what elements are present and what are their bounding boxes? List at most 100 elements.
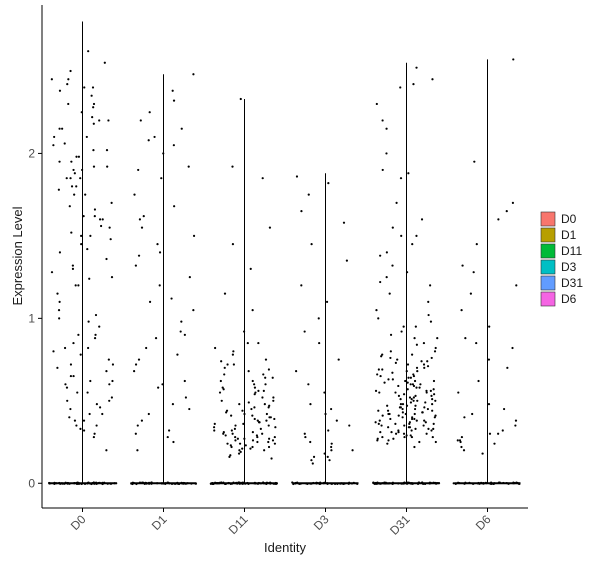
data-point [94,313,98,317]
point-zero [144,481,147,484]
data-point [251,445,254,449]
data-point [342,221,346,224]
data-point [261,432,264,435]
data-point [262,389,265,393]
legend-label: D3 [561,260,577,274]
data-point [222,388,225,391]
data-point [433,393,436,396]
data-point [475,341,478,345]
data-point [432,427,435,430]
data-point [481,452,484,455]
data-point [380,355,383,358]
data-point [432,422,435,425]
data-point [69,374,72,378]
data-point [416,370,419,373]
data-point [56,292,59,295]
data-point [88,412,91,416]
data-point [471,412,474,416]
point-zero [160,482,164,485]
point-zero [66,482,69,485]
data-point [381,435,384,439]
point-zero [309,482,312,485]
data-point [226,363,229,366]
data-point [231,353,234,356]
point-zero [138,481,142,484]
data-point [401,407,404,411]
x-tick-label: D31 [387,512,413,538]
data-point [401,403,405,406]
data-point [430,394,433,397]
data-point [247,370,250,373]
point-zero [141,481,144,484]
data-point [381,168,384,172]
data-point [335,419,338,422]
data-point [327,429,330,432]
data-point [65,386,69,389]
data-point [272,399,275,402]
legend-label: D0 [561,212,577,226]
data-point [267,368,271,371]
data-point [429,284,432,287]
data-point [261,177,264,180]
data-point [58,300,61,303]
data-point [432,379,436,383]
point-zero [330,482,333,486]
data-point [86,247,89,251]
data-point [168,429,171,432]
data-point [256,440,259,444]
data-point [310,459,313,462]
data-point [397,384,400,388]
point-zero [168,482,171,485]
data-point [460,308,463,312]
data-point [157,386,160,389]
data-point [411,383,415,386]
legend-label: D11 [561,244,582,258]
x-tick-label: D6 [473,512,494,533]
data-point [460,435,464,439]
data-point [379,374,382,378]
point-zero [480,482,483,485]
data-point [105,370,108,373]
data-point [251,379,254,383]
data-point [323,452,326,455]
point-zero [254,482,257,485]
data-point [399,403,403,406]
data-point [58,89,62,92]
data-point [410,429,413,432]
data-point [309,440,312,444]
point-zero [269,481,272,484]
data-point [415,419,418,422]
data-point [156,243,159,246]
data-point [70,231,73,234]
data-point [134,363,138,366]
point-zero [472,482,475,485]
point-zero [296,481,299,484]
point-zero [109,482,112,485]
data-point [75,185,78,188]
data-point [137,254,141,257]
data-point [397,429,400,432]
data-point [75,155,78,158]
data-point [273,435,276,439]
point-zero [376,481,379,484]
data-point [377,422,380,425]
point-zero [517,482,520,485]
data-point [256,435,259,439]
point-zero [222,481,225,484]
data-point [463,416,466,419]
data-point [179,330,182,333]
data-point [515,284,518,287]
point-zero [356,482,359,485]
data-point [413,337,416,340]
point-zero [84,482,87,485]
data-point [237,452,241,455]
data-point [402,393,406,396]
data-point [223,366,226,369]
data-point [254,391,257,394]
data-point [378,419,381,422]
data-point [406,381,409,384]
point-zero [244,482,247,485]
data-point [391,378,394,381]
data-point [407,376,410,379]
point-zero [423,482,427,486]
